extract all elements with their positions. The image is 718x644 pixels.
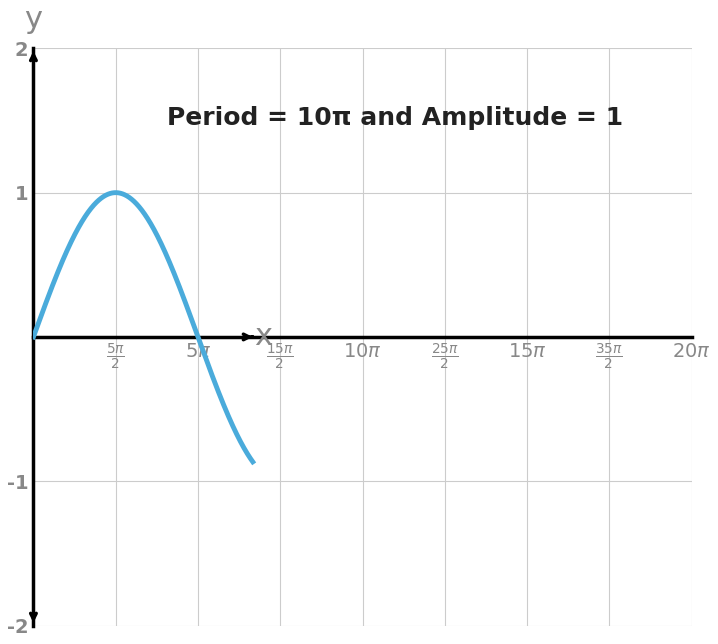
Text: y: y xyxy=(24,5,42,34)
Text: x: x xyxy=(254,323,272,352)
Text: Period = 10π and Amplitude = 1: Period = 10π and Amplitude = 1 xyxy=(167,106,623,129)
